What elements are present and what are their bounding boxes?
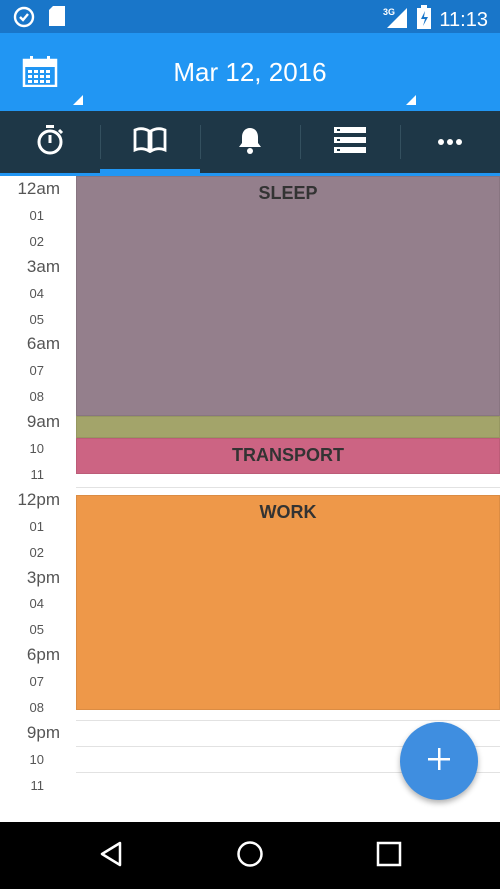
activity-label: SLEEP	[258, 183, 318, 203]
hour-gridline	[76, 486, 500, 488]
home-button[interactable]	[234, 840, 266, 872]
home-icon	[236, 840, 264, 873]
tab-timer[interactable]	[0, 111, 100, 173]
tab-underline	[0, 173, 500, 176]
hour-label: 05	[29, 622, 44, 638]
tab-reminders[interactable]	[200, 111, 300, 173]
add-entry-button[interactable]	[400, 722, 478, 800]
book-icon	[133, 126, 167, 158]
day-timeline[interactable]: 12am 01 02 3am 04 05 6am 07 08 9am 10 11 12pm 01 02 3pm…	[0, 176, 500, 822]
hour-label: 12pm	[17, 489, 60, 509]
hour-label: 07	[29, 674, 44, 690]
date-title[interactable]: Mar 12, 2016	[173, 57, 327, 87]
tab-journal[interactable]	[100, 111, 200, 173]
hour-gridline	[76, 771, 500, 773]
hour-label: 02	[29, 544, 44, 560]
signal-icon: 3G	[383, 6, 409, 33]
activity-block[interactable]: WORK	[76, 494, 500, 710]
network-type: 3G	[383, 7, 395, 17]
alarm-clock-icon	[12, 5, 36, 34]
hour-label: 10	[29, 751, 44, 767]
hour-label: 10	[29, 441, 44, 456]
activity-block[interactable]: TRANSPORT	[76, 437, 500, 474]
calendar-button[interactable]	[22, 55, 62, 91]
back-button[interactable]	[95, 840, 127, 872]
hour-label: 02	[29, 233, 44, 249]
activity-label: TRANSPORT	[232, 444, 344, 465]
back-icon	[98, 840, 124, 873]
hour-label: 04	[29, 596, 44, 612]
hour-label: 08	[29, 700, 44, 715]
bell-icon	[237, 126, 263, 159]
navigation-bar	[0, 822, 500, 889]
hour-label: 3am	[26, 256, 60, 276]
hour-label: 01	[29, 207, 44, 223]
hour-label: 6am	[26, 334, 60, 354]
hour-label: 12am	[17, 179, 60, 198]
calendar-dropdown-indicator	[73, 95, 83, 105]
tab-more[interactable]	[400, 111, 500, 173]
hour-label: 9pm	[26, 722, 60, 742]
hour-label: 07	[29, 363, 44, 379]
hour-label: 01	[29, 518, 44, 534]
hour-gridline	[76, 719, 500, 721]
battery-charging-icon	[417, 5, 432, 34]
status-time: 11:13	[439, 8, 488, 31]
hour-label: 11	[30, 466, 45, 482]
plus-icon	[428, 747, 450, 775]
hour-label: 9am	[26, 412, 60, 432]
activity-block[interactable]	[76, 415, 500, 438]
tab-list[interactable]	[300, 111, 400, 173]
recents-button[interactable]	[373, 840, 405, 872]
calendar-icon	[22, 56, 58, 91]
hour-label: 08	[29, 389, 44, 405]
hour-label: 05	[29, 311, 44, 327]
date-dropdown-indicator	[406, 95, 416, 105]
status-bar: 3G 11:13	[0, 0, 500, 33]
hour-label: 11	[30, 777, 45, 793]
activity-label: WORK	[259, 501, 317, 522]
list-icon	[334, 126, 366, 158]
stopwatch-icon	[36, 124, 64, 160]
hour-label: 6pm	[26, 645, 60, 665]
sd-card-icon	[48, 5, 66, 34]
app-bar: Mar 12, 2016	[0, 33, 500, 111]
hour-gridline	[76, 745, 500, 747]
more-icon	[437, 133, 463, 151]
recents-icon	[376, 841, 402, 872]
tab-bar	[0, 111, 500, 173]
hour-label: 3pm	[26, 567, 60, 587]
activity-block[interactable]: SLEEP	[76, 176, 500, 416]
hour-label: 04	[29, 285, 44, 301]
